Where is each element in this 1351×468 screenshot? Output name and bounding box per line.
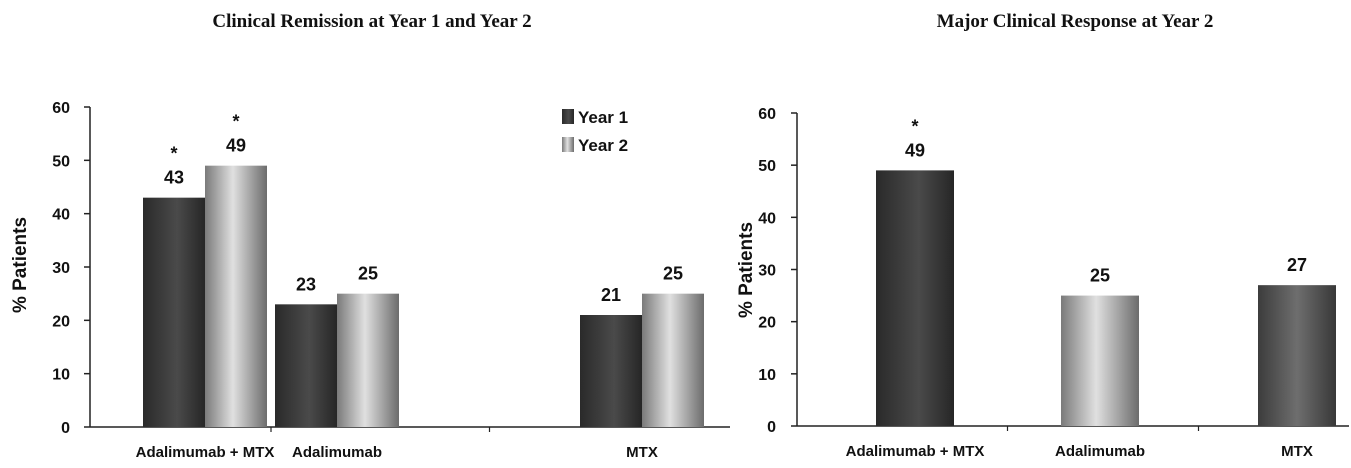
data-label: 25	[1090, 266, 1110, 286]
x-tick-label: Adalimumab + MTX	[846, 443, 985, 460]
y-tick-label: 10	[758, 367, 776, 384]
legend: Year 1 Year 2	[562, 108, 628, 155]
y-tick-label: 0	[767, 419, 776, 436]
chart-title: Major Clinical Response at Year 2	[937, 11, 1214, 32]
x-tick-label: Adalimumab	[1055, 443, 1145, 460]
data-label: 27	[1287, 255, 1307, 275]
data-label: 25	[663, 264, 683, 284]
x-tick-label: MTX	[626, 444, 658, 461]
chart-panel-clinical-remission: Clinical Remission at Year 1 and Year 2 …	[10, 11, 730, 461]
significance-marker: *	[170, 144, 177, 164]
y-tick-label: 30	[758, 263, 776, 280]
chart-title: Clinical Remission at Year 1 and Year 2	[212, 11, 531, 32]
y-tick-label: 60	[52, 100, 70, 117]
bar	[337, 293, 399, 427]
data-label: 49	[226, 136, 246, 156]
bar	[876, 170, 954, 426]
y-tick-label: 40	[52, 207, 70, 224]
y-tick-label: 20	[52, 313, 70, 330]
y-tick-label: 10	[52, 367, 70, 384]
y-tick-label: 40	[758, 210, 776, 227]
bar	[1061, 295, 1139, 426]
data-label: 49	[905, 140, 925, 160]
y-tick-label: 60	[758, 106, 776, 123]
y-tick-label: 0	[61, 420, 70, 437]
y-tick-label: 50	[52, 153, 70, 170]
significance-marker: *	[232, 112, 239, 132]
y-tick-label: 30	[52, 260, 70, 277]
y-axis-label: % Patients	[10, 217, 31, 313]
y-tick-label: 20	[758, 315, 776, 332]
legend-swatch-year-1	[562, 109, 574, 124]
x-tick-label: Adalimumab + MTX	[136, 444, 275, 461]
data-label: 21	[601, 285, 621, 305]
legend-label-year-1: Year 1	[578, 108, 628, 127]
data-label: 25	[358, 264, 378, 284]
bar	[580, 315, 642, 427]
legend-swatch-year-2	[562, 137, 574, 152]
data-label: 43	[164, 168, 184, 188]
y-tick-label: 50	[758, 158, 776, 175]
bar	[275, 304, 337, 427]
bar	[642, 293, 704, 427]
data-label: 23	[296, 274, 316, 294]
legend-label-year-2: Year 2	[578, 136, 628, 155]
x-tick-label: Adalimumab	[292, 444, 382, 461]
bar	[205, 165, 267, 427]
y-axis-label: % Patients	[736, 222, 757, 318]
x-tick-label: MTX	[1281, 443, 1313, 460]
chart-panel-major-clinical-response: Major Clinical Response at Year 2 % Pati…	[736, 11, 1349, 460]
bar	[1258, 285, 1336, 426]
bar	[143, 197, 205, 427]
significance-marker: *	[911, 116, 918, 136]
